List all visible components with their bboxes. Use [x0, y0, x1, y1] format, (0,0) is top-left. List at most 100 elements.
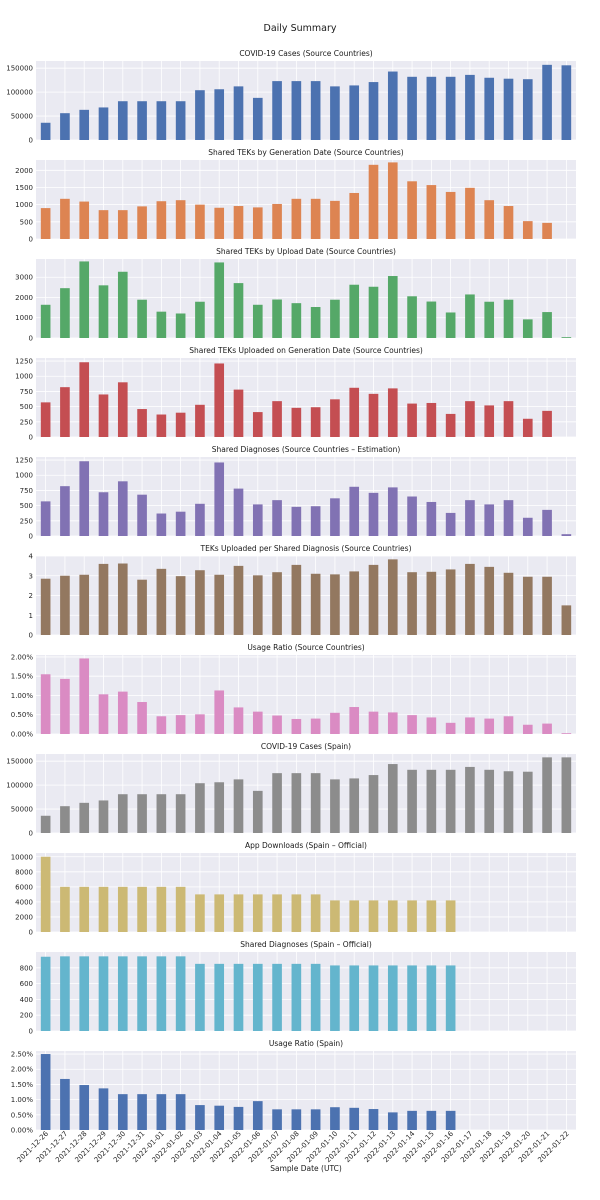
bar — [98, 492, 109, 536]
bar — [561, 605, 572, 635]
plot-area — [36, 754, 576, 833]
bar — [98, 694, 109, 734]
bar — [503, 299, 514, 338]
x-axis-label: Sample Date (UTC) — [270, 1164, 342, 1173]
bar — [445, 722, 456, 734]
bar — [175, 715, 186, 734]
y-tick-label: 0 — [29, 137, 33, 145]
bar — [40, 1054, 51, 1130]
bar — [60, 486, 70, 536]
bar — [407, 715, 417, 734]
bar — [349, 965, 360, 1031]
panel-title: COVID-19 Cases (Spain) — [261, 742, 351, 751]
bar — [195, 204, 205, 239]
y-tick-label: 0.50% — [11, 1111, 34, 1119]
bar — [117, 481, 128, 536]
bar — [291, 303, 302, 338]
chart-panel: 0 1000 2000 3000 Shared TEKs by Upload Date … — [15, 247, 576, 343]
bar — [522, 576, 533, 635]
bar — [561, 65, 572, 140]
bar — [195, 570, 205, 635]
bar — [310, 1109, 321, 1130]
bar — [503, 716, 514, 734]
bar — [98, 563, 109, 635]
bar — [330, 86, 340, 140]
bar — [272, 1109, 282, 1130]
bar — [79, 574, 90, 635]
bar — [137, 409, 147, 437]
bar — [445, 512, 456, 536]
plot-area — [36, 457, 576, 536]
bar — [156, 101, 167, 140]
y-tick-label: 2.50% — [11, 1051, 34, 1059]
panel-title: Shared TEKs Uploaded on Generation Date … — [189, 346, 423, 355]
bar — [117, 886, 128, 932]
y-tick-label: 0 — [29, 236, 33, 244]
bar — [195, 301, 205, 338]
bar — [252, 304, 263, 338]
bar — [40, 674, 51, 734]
bar — [117, 794, 128, 833]
bar — [465, 766, 475, 833]
bar — [349, 900, 360, 932]
bar — [195, 404, 205, 437]
bar — [445, 1110, 456, 1130]
chart-panel: 0 2000 4000 6000 8000 10000 App Downloads (Spa… — [11, 841, 576, 937]
bar — [522, 724, 533, 734]
bar — [330, 574, 340, 635]
bar — [79, 802, 90, 833]
bar — [407, 1110, 417, 1130]
bar — [40, 501, 51, 536]
y-tick-label: 0 — [29, 434, 33, 442]
y-tick-label: 500 — [20, 403, 33, 411]
y-tick-label: 800 — [20, 964, 33, 972]
bar — [330, 399, 340, 437]
y-tick-label: 1250 — [15, 457, 33, 465]
bar — [175, 576, 186, 635]
bar — [272, 203, 282, 239]
y-tick-label: 2000 — [15, 913, 33, 921]
bar — [175, 1094, 186, 1130]
bar — [407, 76, 417, 140]
plot-area — [36, 358, 576, 437]
bar — [407, 572, 417, 635]
bar — [445, 191, 456, 239]
bar — [561, 534, 572, 536]
y-tick-label: 2 — [29, 592, 33, 600]
bar — [252, 1101, 263, 1130]
bar — [310, 963, 321, 1031]
bar — [368, 775, 379, 833]
bar — [426, 717, 437, 734]
bar — [387, 487, 398, 536]
bar — [40, 815, 51, 833]
bar — [79, 658, 90, 734]
y-tick-label: 1500 — [15, 184, 33, 192]
bar — [156, 716, 167, 734]
y-tick-label: 3000 — [15, 274, 33, 282]
y-tick-label: 2000 — [15, 167, 33, 175]
bar — [387, 162, 398, 239]
bar — [214, 207, 225, 239]
bar — [272, 894, 282, 932]
bar — [117, 691, 128, 734]
bar — [79, 261, 90, 338]
bar — [291, 718, 302, 734]
panel-title: Shared Diagnoses (Spain – Official) — [240, 940, 372, 949]
y-tick-label: 0 — [29, 533, 33, 541]
y-tick-label: 500 — [20, 218, 33, 226]
chart-panel: 0.00% 0.50% 1.00% 1.50% 2.00% 2.50% Usage Rati… — [11, 1039, 576, 1135]
bar — [272, 715, 282, 734]
bar — [214, 894, 225, 932]
bar — [60, 956, 70, 1031]
bar — [117, 101, 128, 140]
bar — [387, 965, 398, 1031]
bar — [291, 407, 302, 437]
bar — [291, 506, 302, 536]
bar — [542, 509, 552, 536]
bar — [40, 578, 51, 635]
bar — [233, 894, 244, 932]
bar — [484, 405, 495, 437]
bar — [291, 198, 302, 239]
y-tick-label: 2.00% — [11, 1066, 34, 1074]
bar — [349, 284, 360, 338]
